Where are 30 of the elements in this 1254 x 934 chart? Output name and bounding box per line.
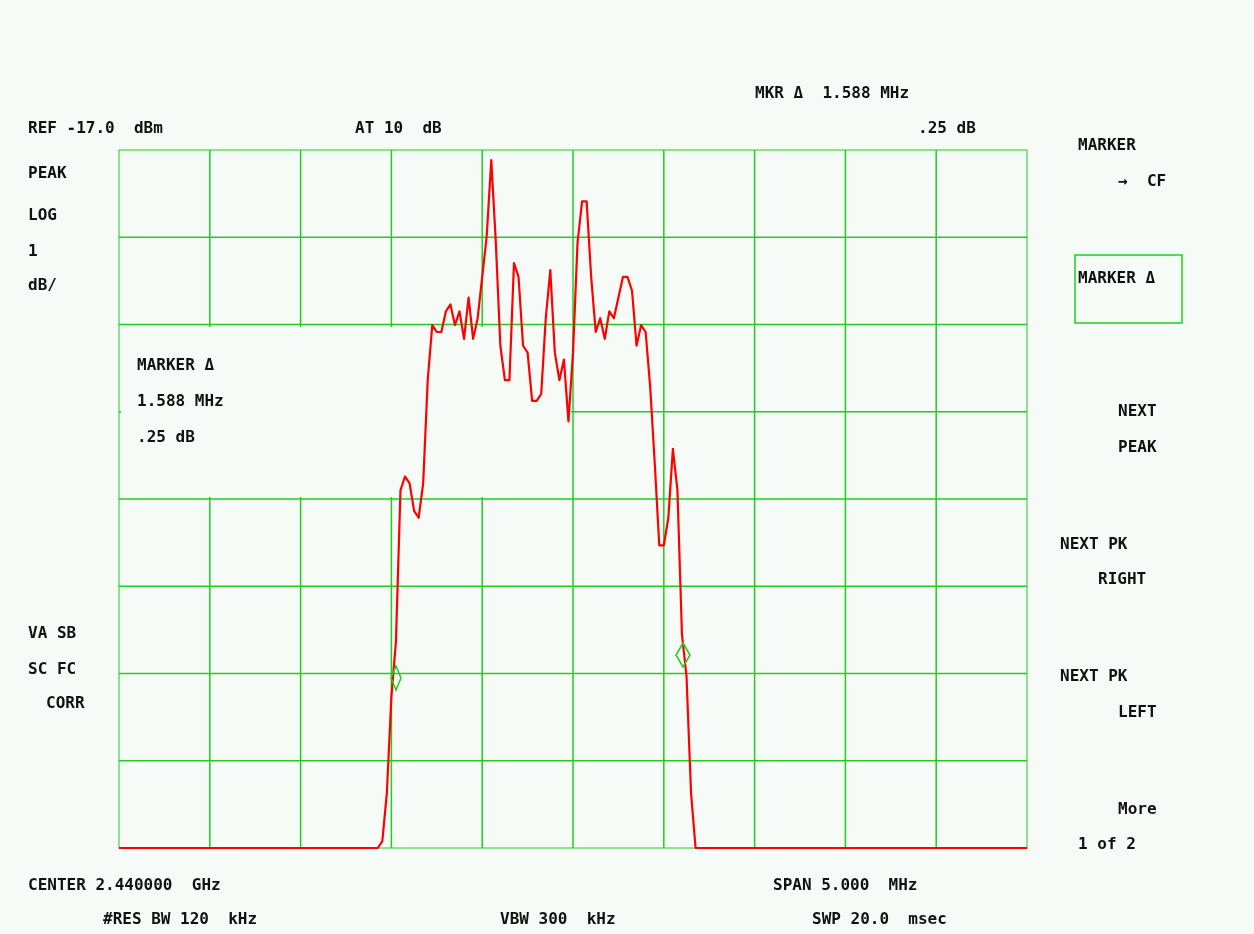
text: VA SB — [28, 623, 77, 642]
annotation: MARKER Δ — [137, 355, 215, 374]
text: RIGHT — [1098, 569, 1147, 588]
annotation: 1.588 MHz — [137, 391, 224, 410]
text: CENTER 2.440000 GHz — [28, 875, 221, 894]
text: SWP 20.0 msec — [812, 909, 947, 928]
text: SC FC — [28, 659, 77, 678]
text: MARKER — [1078, 135, 1137, 154]
text: MKR Δ 1.588 MHz — [755, 83, 910, 102]
text: → CF — [1118, 171, 1167, 190]
text: #RES BW 120 kHz — [103, 909, 258, 928]
text: REF -17.0 dBm — [28, 118, 164, 137]
text: PEAK — [1118, 437, 1157, 456]
text: PEAK — [28, 163, 67, 182]
text: dB/ — [28, 275, 57, 294]
text: NEXT PK — [1060, 666, 1128, 685]
text: SPAN 5.000 MHz — [773, 875, 918, 894]
text: LEFT — [1118, 702, 1157, 721]
text: NEXT — [1118, 401, 1157, 420]
annotation: .25 dB — [137, 427, 196, 446]
text: AT 10 dB — [355, 118, 443, 137]
text: 1 of 2 — [1078, 834, 1136, 853]
text: 1 — [28, 241, 38, 260]
text: LOG — [28, 205, 57, 224]
text: MARKER Δ — [1078, 268, 1156, 287]
text: More — [1118, 799, 1157, 818]
text: NEXT PK — [1060, 534, 1128, 553]
text: CORR — [46, 693, 85, 712]
text: VBW 300 kHz — [500, 909, 616, 928]
text: .25 dB — [918, 118, 977, 137]
